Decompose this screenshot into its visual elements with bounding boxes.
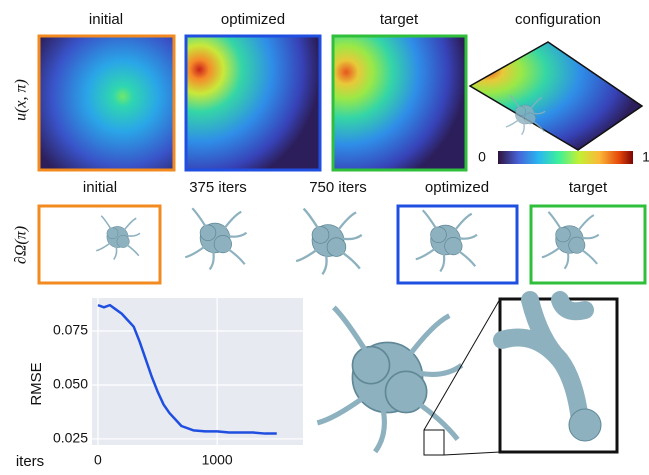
x-tick-label: 1000	[202, 452, 233, 468]
colorbar	[498, 151, 633, 164]
y-tick-label: 0.075	[53, 322, 88, 338]
shape	[414, 209, 479, 273]
frame-initial	[37, 204, 162, 285]
heatmap-optimized	[184, 34, 322, 172]
shape	[540, 210, 600, 270]
column-label: configuration	[515, 11, 601, 28]
column-label: 750 iters	[309, 179, 367, 196]
row-label: ∂Ω(π)	[13, 226, 30, 264]
colorbar-max: 1	[642, 149, 649, 165]
plot-area	[92, 298, 303, 445]
line	[97, 303, 277, 435]
zoom-tip	[568, 408, 602, 442]
frame-optimized	[396, 204, 519, 285]
shape	[294, 207, 363, 276]
x-axis-label: iters	[16, 453, 44, 470]
zoom-line	[443, 451, 501, 456]
colorbar-min: 0	[478, 149, 486, 165]
y-axis-label: RMSE	[28, 362, 45, 405]
configuration-plane	[468, 41, 644, 151]
shape	[95, 214, 142, 261]
rmse-chart: RMSE iters 0.025 0.050 0.075 0 1000	[16, 298, 303, 470]
zoom-mesh	[493, 291, 594, 429]
shape	[184, 207, 248, 271]
column-label: optimized	[425, 179, 489, 196]
column-label: target	[380, 11, 419, 28]
row-label: u(x, π)	[13, 79, 30, 121]
heatmap-target	[331, 34, 468, 172]
column-label: initial	[89, 11, 123, 28]
x-tick-label: 0	[94, 452, 102, 468]
column-label: initial	[83, 179, 117, 196]
y-tick-label: 0.050	[53, 376, 88, 392]
zoom-line	[423, 298, 501, 431]
y-tick-label: 0.025	[53, 430, 88, 446]
column-label: optimized	[221, 11, 285, 28]
column-label: target	[569, 179, 608, 196]
column-label: 375 iters	[189, 179, 247, 196]
heatmap-initial	[37, 34, 176, 172]
frame-target	[529, 204, 647, 285]
zoom-box	[423, 429, 445, 456]
